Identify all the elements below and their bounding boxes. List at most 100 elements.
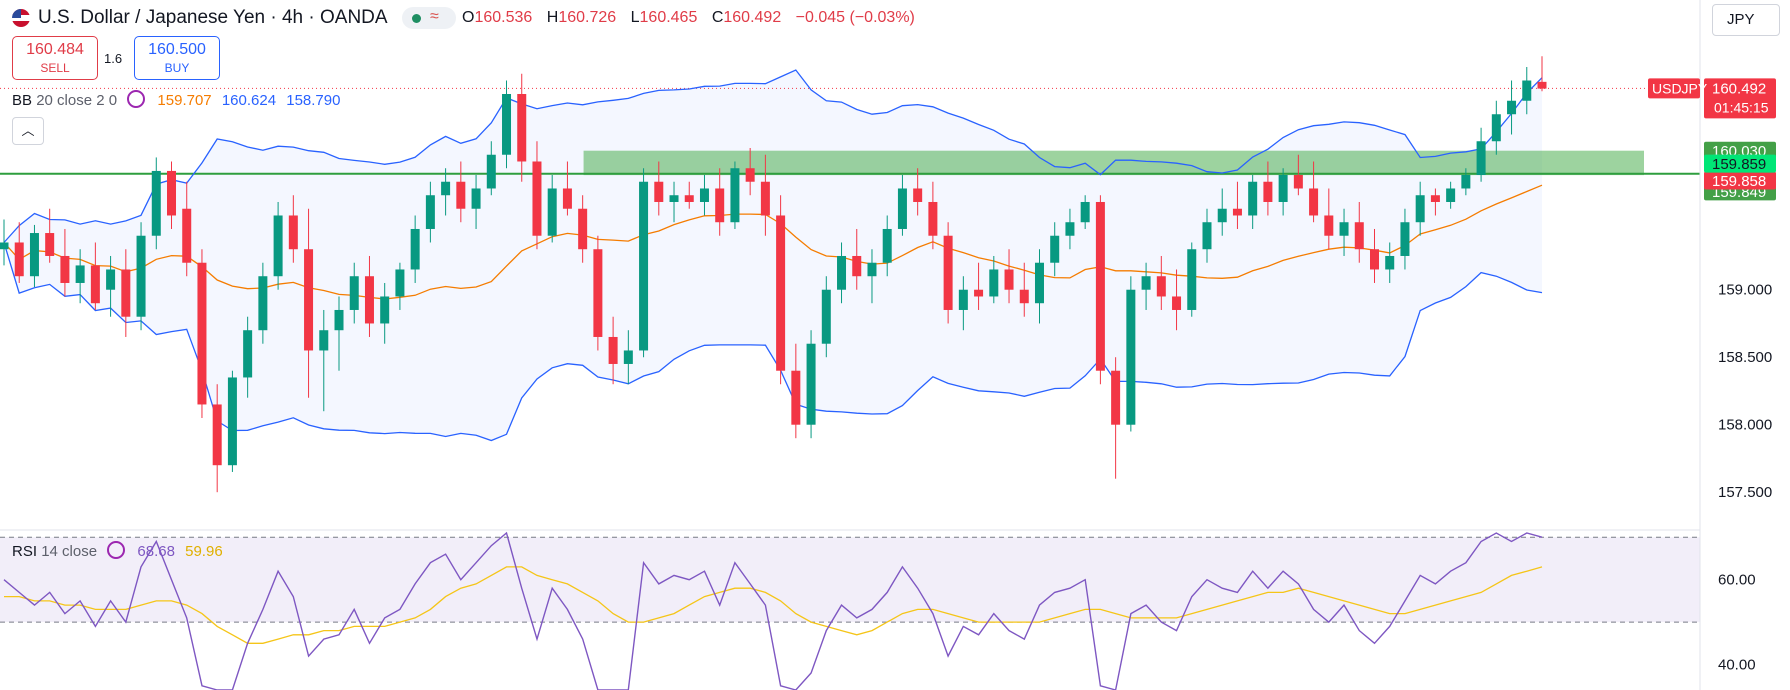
low-value: 160.465 <box>639 9 698 26</box>
candle <box>867 249 877 304</box>
candle <box>106 255 116 317</box>
candle-body <box>1369 249 1379 270</box>
candle <box>684 181 694 209</box>
chevron-up-icon: ︿ <box>21 123 35 138</box>
candle <box>29 224 39 288</box>
close-key: C <box>711 9 724 26</box>
candle-body <box>1278 174 1288 202</box>
candle-body <box>837 255 847 290</box>
symbol-title[interactable]: U.S. Dollar / Japanese Yen · 4h · OANDA <box>38 7 388 28</box>
candle-body <box>1095 201 1105 371</box>
candle <box>943 222 953 324</box>
candle <box>1248 174 1258 229</box>
candle-body <box>425 195 435 229</box>
buy-label: BUY <box>164 61 190 75</box>
rsi-name: RSI <box>12 543 38 560</box>
candle <box>1293 154 1303 196</box>
currency-button[interactable]: JPY <box>1712 4 1780 36</box>
candle-body <box>821 289 831 344</box>
candle-body <box>1111 370 1121 425</box>
candle <box>913 168 923 216</box>
high-value: 160.726 <box>558 9 617 26</box>
candle-body <box>1004 269 1014 290</box>
candle-body <box>212 404 222 466</box>
candle-body <box>760 181 770 216</box>
candle <box>441 168 451 216</box>
candle <box>471 174 481 229</box>
candle <box>456 161 466 223</box>
candle-body <box>486 154 496 189</box>
candle-body <box>395 269 405 297</box>
price-tick-label: 157.500 <box>1718 484 1772 501</box>
candle-body <box>258 276 268 331</box>
candle-body <box>989 269 999 297</box>
candle <box>395 262 405 310</box>
candle-body <box>90 265 100 304</box>
candle-body <box>364 276 374 324</box>
bb-basis-value: 159.707 <box>157 92 212 109</box>
candle <box>1400 208 1410 270</box>
candle <box>593 235 603 351</box>
rsi-line <box>3 531 1543 690</box>
candle-body <box>1202 222 1212 250</box>
candle <box>1217 188 1227 236</box>
candle-body <box>349 276 359 310</box>
candle <box>380 282 390 344</box>
buy-button[interactable]: 160.500 BUY <box>134 36 220 80</box>
candle-body <box>897 188 907 229</box>
candle-body <box>45 233 55 256</box>
bb-name: BB <box>12 92 33 109</box>
candle <box>1522 66 1532 115</box>
candle-body <box>593 249 603 337</box>
candle-body <box>1293 174 1303 189</box>
candle <box>1080 195 1090 229</box>
candle-body <box>699 188 709 202</box>
candle-body <box>304 249 314 351</box>
chart-header: U.S. Dollar / Japanese Yen · 4h · OANDA … <box>0 0 1790 36</box>
rsi-params: 14 close <box>41 543 98 560</box>
candle <box>1172 269 1182 331</box>
candle-body <box>1187 249 1197 310</box>
red-price-tag: 159.858 <box>1712 173 1766 190</box>
candle <box>1430 188 1440 216</box>
candle <box>1309 161 1319 223</box>
candle-body <box>243 330 253 378</box>
candle <box>45 208 55 263</box>
candle-body <box>456 181 466 209</box>
candle <box>699 174 709 216</box>
collapse-legend-button[interactable]: ︿ <box>12 117 44 145</box>
candle <box>1324 188 1334 250</box>
candle <box>958 276 968 331</box>
rsi-ma-line <box>4 566 1543 644</box>
candle-body <box>928 201 938 236</box>
bb-legend[interactable]: BB 20 close 2 0 159.707 160.624 158.790 <box>12 90 340 109</box>
approx-icon: ≈ <box>430 8 439 25</box>
sell-button[interactable]: 160.484 SELL <box>12 36 98 80</box>
candle <box>90 242 100 310</box>
candle <box>1156 255 1166 310</box>
bb-params: 20 close 2 0 <box>36 92 118 109</box>
candle-body <box>1385 255 1395 270</box>
candle <box>167 161 177 229</box>
market-status[interactable]: ≈ <box>402 7 456 29</box>
refresh-icon[interactable] <box>127 90 146 108</box>
rsi-refresh-icon[interactable] <box>107 541 126 559</box>
candle-body <box>502 93 512 155</box>
rsi-legend[interactable]: RSI 14 close 68.68 59.96 <box>12 541 223 560</box>
candle-body <box>745 168 755 182</box>
candle-body <box>136 235 146 317</box>
candle <box>532 141 542 250</box>
candle <box>1385 242 1395 283</box>
countdown-tag: 01:45:15 <box>1714 99 1769 115</box>
candle-body <box>1156 276 1166 297</box>
candle-body <box>532 161 542 236</box>
close-value: 160.492 <box>723 9 782 26</box>
candle <box>1004 249 1014 304</box>
rsi-tick-label: 40.00 <box>1718 657 1756 674</box>
candle <box>654 161 664 216</box>
candle-body <box>121 269 131 317</box>
candle <box>547 174 557 243</box>
candle-body <box>1141 276 1151 290</box>
open-value: 160.536 <box>474 9 533 26</box>
